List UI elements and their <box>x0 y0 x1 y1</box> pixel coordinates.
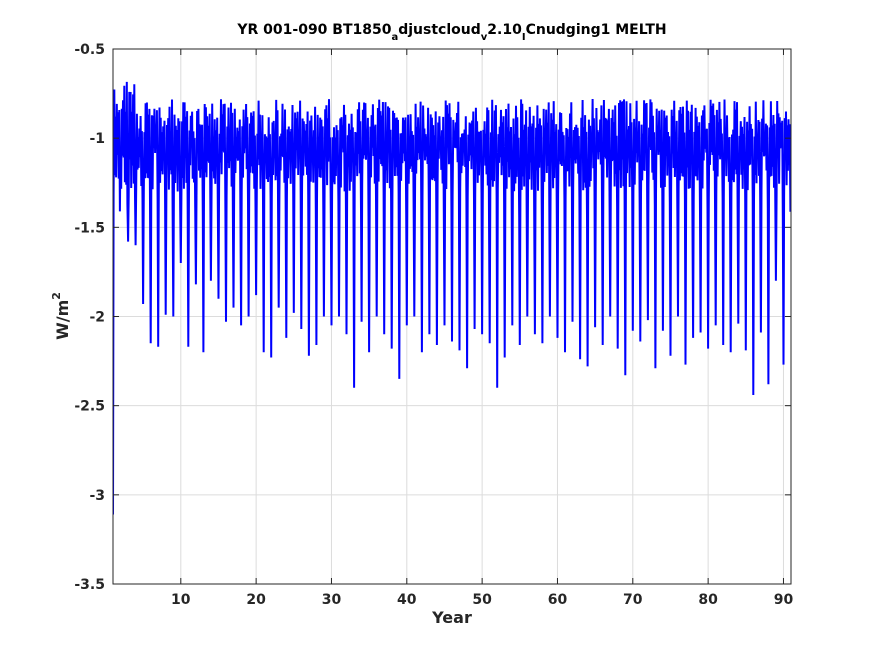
y-tick-label: -2.5 <box>74 399 105 415</box>
title-subscript: v <box>481 32 488 43</box>
y-tick-label: -0.5 <box>74 42 105 58</box>
x-tick-label: 50 <box>472 592 492 608</box>
x-tick-label: 60 <box>548 592 568 608</box>
title-subscript: I <box>522 32 526 43</box>
plot-area <box>113 81 791 515</box>
series-line <box>113 81 791 515</box>
x-axis: 10 20 30 40 50 60 70 80 90 <box>171 49 793 608</box>
x-axis-label: Year <box>431 608 472 627</box>
title-part: 2.10 <box>487 22 522 38</box>
y-axis-label: W/m2 <box>50 292 72 340</box>
x-tick-label: 90 <box>774 592 794 608</box>
title-part: YR 001-090 BT1850 <box>236 22 391 38</box>
y-axis-label-superscript: 2 <box>50 292 63 300</box>
y-tick-label: -1.5 <box>74 220 105 236</box>
title-subscript: a <box>391 32 398 43</box>
y-tick-label: -2 <box>89 310 105 326</box>
y-tick-label: -3.5 <box>74 577 105 593</box>
x-tick-label: 10 <box>171 592 191 608</box>
y-axis: -3.5 -3 -2.5 -2 -1.5 -1 -0.5 <box>74 42 791 593</box>
y-tick-label: -1 <box>89 131 105 147</box>
x-tick-label: 20 <box>246 592 266 608</box>
x-tick-label: 30 <box>322 592 342 608</box>
chart-title: YR 001-090 BT1850adjustcloudv2.10ICnudgi… <box>236 22 666 43</box>
x-tick-label: 80 <box>698 592 718 608</box>
y-tick-label: -3 <box>89 488 105 504</box>
x-tick-label: 40 <box>397 592 417 608</box>
y-axis-label-base: W/m <box>53 300 72 340</box>
title-part: Cnudging1 MELTH <box>526 22 667 38</box>
x-tick-label: 70 <box>623 592 643 608</box>
title-part: djustcloud <box>398 22 481 38</box>
